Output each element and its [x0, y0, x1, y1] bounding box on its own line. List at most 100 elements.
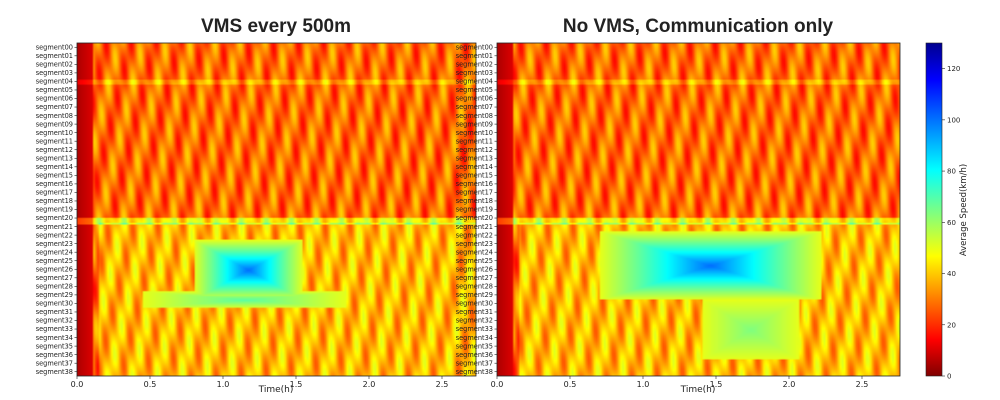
x-tick-label: 1.5	[710, 380, 723, 389]
x-tick-label: 1.5	[290, 380, 303, 389]
y-tick-label: segment04	[456, 78, 493, 86]
y-tick-label: segment33	[36, 325, 73, 333]
y-tick-label: segment25	[36, 257, 73, 265]
left-x-axis: 0.0 0.5 1.0 1.5 2.0 2.5	[71, 376, 449, 389]
y-tick-label: segment36	[456, 351, 493, 359]
x-tick-label: 1.0	[637, 380, 650, 389]
left-heatmap-image	[77, 43, 476, 376]
y-tick-label: segment24	[456, 248, 493, 256]
y-tick-label: segment31	[456, 308, 493, 316]
x-tick-label: 0.0	[71, 380, 84, 389]
y-tick-label: segment07	[36, 103, 73, 111]
y-tick-label: segment06	[456, 95, 493, 103]
y-tick-label: segment04	[36, 78, 73, 86]
y-tick-label: segment26	[36, 265, 73, 273]
y-tick-label: segment23	[456, 240, 493, 248]
y-tick-label: segment30	[456, 300, 493, 308]
colorbar-tick-label: 80	[947, 168, 956, 176]
y-tick-label: segment30	[36, 300, 73, 308]
y-tick-label: segment16	[456, 180, 493, 188]
colorbar-tick-label: 100	[947, 116, 960, 124]
y-tick-label: segment32	[36, 317, 73, 325]
y-tick-label: segment01	[36, 52, 73, 60]
y-tick-label: segment07	[456, 103, 493, 111]
y-tick-label: segment00	[36, 43, 73, 51]
y-tick-label: segment09	[456, 120, 493, 128]
y-tick-label: segment22	[456, 231, 493, 239]
y-tick-label: segment11	[36, 137, 73, 145]
x-tick-label: 2.5	[856, 380, 869, 389]
y-tick-label: segment02	[456, 61, 493, 69]
colorbar-tick-label: 120	[947, 65, 960, 73]
y-tick-label: segment18	[36, 197, 73, 205]
y-tick-label: segment37	[36, 359, 73, 367]
right-y-axis: segment00segment01segment02segment03segm…	[456, 43, 497, 376]
x-tick-label: 1.0	[217, 380, 230, 389]
y-tick-label: segment14	[36, 163, 73, 171]
y-tick-label: segment20	[456, 214, 493, 222]
x-tick-label: 0.0	[491, 380, 504, 389]
y-tick-label: segment31	[36, 308, 73, 316]
y-tick-label: segment28	[456, 283, 493, 291]
y-tick-label: segment02	[36, 61, 73, 69]
y-tick-label: segment29	[456, 291, 493, 299]
y-tick-label: segment14	[456, 163, 493, 171]
right-x-axis-label: Time(h)	[680, 385, 716, 395]
y-tick-label: segment10	[456, 129, 493, 137]
y-tick-label: segment03	[36, 69, 73, 77]
y-tick-label: segment17	[36, 189, 73, 197]
left-y-axis: segment00segment01segment02segment03segm…	[36, 43, 77, 376]
y-tick-label: segment27	[456, 274, 493, 282]
y-tick-label: segment08	[36, 112, 73, 120]
y-tick-label: segment25	[456, 257, 493, 265]
y-tick-label: segment20	[36, 214, 73, 222]
y-tick-label: segment23	[36, 240, 73, 248]
y-tick-label: segment19	[456, 206, 493, 214]
y-tick-label: segment19	[36, 206, 73, 214]
y-tick-label: segment05	[36, 86, 73, 94]
x-tick-label: 2.0	[783, 380, 796, 389]
right-heatmap-image	[497, 43, 900, 376]
y-tick-label: segment34	[36, 334, 73, 342]
y-tick-label: segment22	[36, 231, 73, 239]
left-heatmap: segment00segment01segment02segment03segm…	[36, 42, 477, 389]
y-tick-label: segment21	[456, 223, 493, 231]
y-tick-label: segment16	[36, 180, 73, 188]
y-tick-label: segment13	[456, 154, 493, 162]
right-heatmap: segment00segment01segment02segment03segm…	[456, 42, 901, 389]
y-tick-label: segment38	[456, 368, 493, 376]
y-tick-label: segment24	[36, 248, 73, 256]
left-chart-title: VMS every 500m	[201, 16, 351, 37]
x-tick-label: 0.5	[144, 380, 157, 389]
colorbar-tick-label: 0	[947, 373, 951, 381]
y-tick-label: segment29	[36, 291, 73, 299]
y-tick-label: segment36	[36, 351, 73, 359]
y-tick-label: segment06	[36, 95, 73, 103]
y-tick-label: segment08	[456, 112, 493, 120]
y-tick-label: segment28	[36, 283, 73, 291]
y-tick-label: segment05	[456, 86, 493, 94]
y-tick-label: segment37	[456, 359, 493, 367]
y-tick-label: segment12	[36, 146, 73, 154]
y-tick-label: segment26	[456, 265, 493, 273]
y-tick-label: segment13	[36, 154, 73, 162]
y-tick-label: segment10	[36, 129, 73, 137]
y-tick-label: segment38	[36, 368, 73, 376]
colorbar-tick-label: 40	[947, 270, 956, 278]
x-tick-label: 0.5	[564, 380, 577, 389]
y-tick-label: segment35	[456, 342, 493, 350]
colorbar-tick-label: 20	[947, 321, 956, 329]
y-tick-label: segment09	[36, 120, 73, 128]
y-tick-label: segment35	[36, 342, 73, 350]
y-tick-label: segment12	[456, 146, 493, 154]
y-tick-label: segment15	[456, 172, 493, 180]
x-tick-label: 2.5	[436, 380, 449, 389]
left-x-axis-label: Time(h)	[258, 385, 294, 395]
y-tick-label: segment03	[456, 69, 493, 77]
y-tick-label: segment27	[36, 274, 73, 282]
y-tick-label: segment32	[456, 317, 493, 325]
y-tick-label: segment18	[456, 197, 493, 205]
colorbar-ticks: 0 20 40 60 80 100 120	[942, 65, 960, 381]
y-tick-label: segment01	[456, 52, 493, 60]
